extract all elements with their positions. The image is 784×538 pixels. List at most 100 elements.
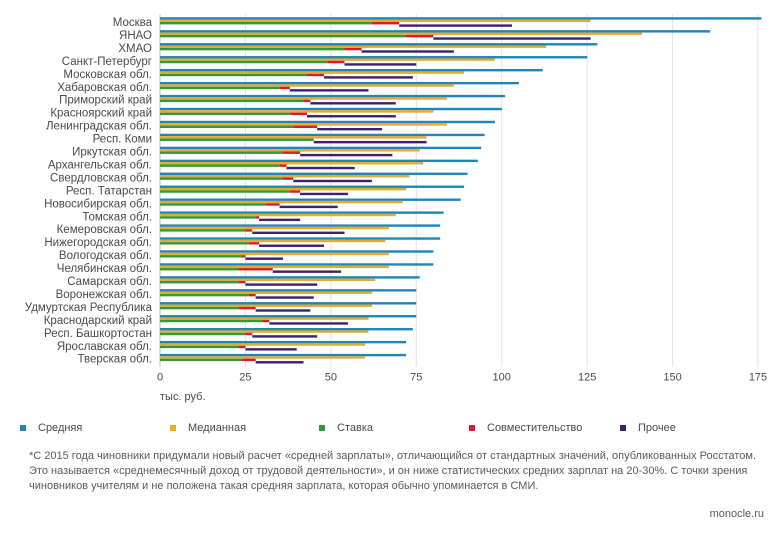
bar-srednyaya [160,159,478,163]
bar-prochee [313,140,427,144]
bar-prochee [300,192,348,196]
bar-mediannaya [160,32,642,35]
bar-stavka [160,34,407,38]
bar-sovmestitelstvo [262,319,270,323]
bar-stavka [160,47,345,51]
bar-srednyaya [160,146,482,150]
bar-sovmestitelstvo [255,216,260,219]
bar-mediannaya [160,71,465,74]
bar-srednyaya [160,172,468,175]
bar-stavka [160,60,328,64]
bar-mediannaya [160,19,591,22]
bar-stavka [160,203,266,206]
bar-stavka [160,332,246,336]
bar-mediannaya [160,162,424,165]
bar-prochee [245,348,297,351]
bar-prochee [344,63,417,66]
bar-stavka [160,22,372,25]
category-label: Санкт-Петербург [62,56,152,68]
bar-mediannaya [160,149,420,152]
bar-srednyaya [160,250,434,253]
x-tick-label: 150 [663,372,681,384]
bar-prochee [399,24,512,27]
bar-mediannaya [160,110,434,113]
bar-sovmestitelstvo [283,151,301,154]
bar-sovmestitelstvo [289,190,301,193]
bar-srednyaya [160,185,465,188]
bar-sovmestitelstvo [242,255,246,258]
legend-swatch [319,425,325,431]
bar-sovmestitelstvo [238,268,273,271]
bar-prochee [255,309,311,312]
bar-prochee [310,102,396,105]
bar-sovmestitelstvo [245,332,253,336]
x-tick-labels: 0 25 50 75 100 125 150 175 [157,372,767,384]
bar-mediannaya [160,356,366,359]
legend-label: Медианная [188,422,247,434]
bar-prochee [259,218,301,222]
bar-srednyaya [160,69,543,72]
category-label: Вологодская обл. [59,250,152,262]
bar-sovmestitelstvo [371,22,400,25]
bar-srednyaya [160,120,495,124]
bar-sovmestitelstvo [293,125,318,128]
bar-stavka [160,358,243,362]
bar-stavka [160,164,280,167]
bar-mediannaya [160,343,366,346]
legend-item-mediannaya: Медианная [170,422,246,434]
bar-srednyaya [160,224,441,227]
legend-label: Средняя [38,422,83,434]
category-label: Красноярский край [50,108,152,120]
bar-mediannaya [160,123,448,126]
bar-stavka [160,255,243,258]
bar-prochee [255,361,304,364]
bar-prochee [252,231,345,234]
source-label: monocle.ru [709,508,764,520]
bar-sovmestitelstvo [306,73,325,77]
bar-chart: МоскваЯНАОХМАОСанкт-ПетербургМосковская … [25,14,767,384]
bar-srednyaya [160,340,407,344]
bar-stavka [160,281,239,284]
bar-mediannaya [160,200,403,204]
bar-mediannaya [160,58,495,61]
bar-stavka [160,345,239,349]
x-tick-label: 75 [410,372,422,384]
category-label: Удмуртская Республика [25,302,153,314]
category-label: Ленинградская обл. [46,121,152,133]
bar-srednyaya [160,30,711,33]
bar-srednyaya [160,198,461,201]
bar-stavka [160,190,290,193]
bar-sovmestitelstvo [303,99,311,103]
category-label: Респ. Башкортостан [44,328,152,340]
bar-prochee [252,335,318,338]
bar-srednyaya [160,276,420,279]
bar-prochee [269,322,348,325]
category-label: Респ. Татарстан [66,185,152,197]
x-tick-label: 0 [157,372,163,384]
category-label: Москва [113,17,153,29]
bar-prochee [324,76,413,79]
bar-srednyaya [160,353,407,357]
category-label: Иркутская обл. [72,147,152,159]
bar-prochee [255,296,314,299]
bar-stavka [160,151,284,154]
bar-stavka [160,177,284,180]
category-label: Ярославская обл. [57,341,152,353]
category-label: ЯНАО [119,30,152,42]
bar-prochee [317,128,383,131]
x-tick-label: 25 [239,372,251,384]
bar-sovmestitelstvo [238,345,246,349]
bar-stavka [160,306,239,310]
bar-srednyaya [160,263,434,266]
legend-swatch [20,425,26,431]
legend-item-sovmestitelstvo: Совместительство [469,422,582,434]
bar-mediannaya [160,136,427,139]
bar-mediannaya [160,291,372,294]
bar-sovmestitelstvo [245,229,253,232]
bar-prochee [289,89,369,92]
bar-mediannaya [160,175,410,178]
bar-mediannaya [160,84,454,87]
legend-item-prochee: Прочее [620,422,676,434]
bar-sovmestitelstvo [238,281,246,284]
category-label: Московская обл. [63,69,152,81]
